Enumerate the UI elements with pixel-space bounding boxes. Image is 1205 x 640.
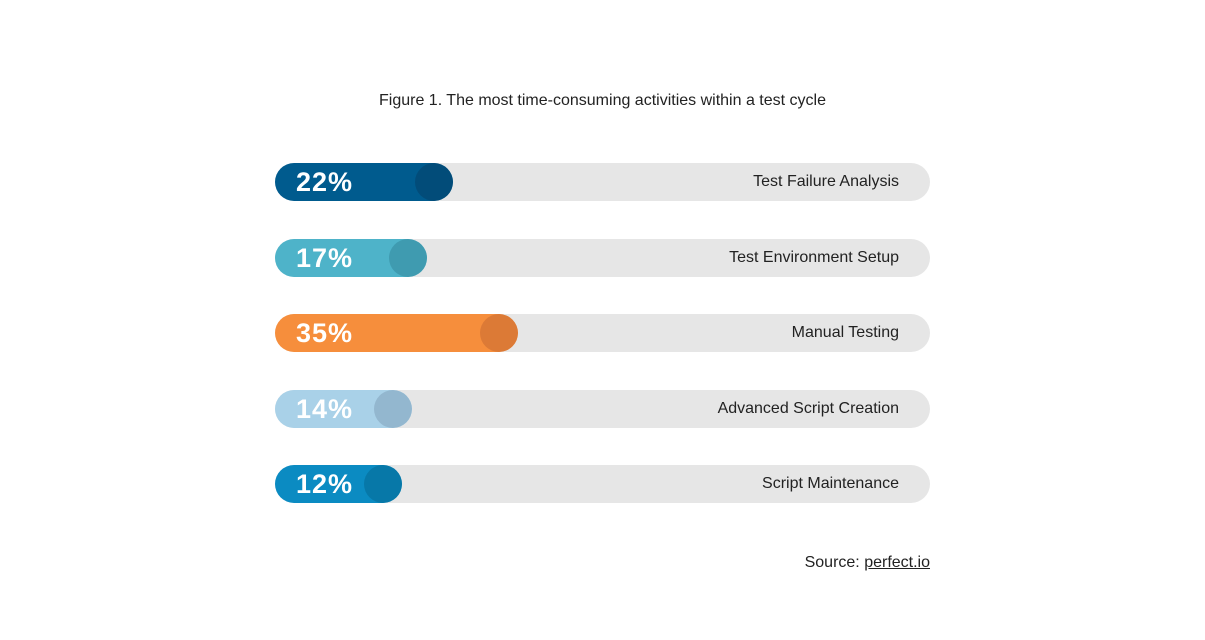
bar-category-label: Script Maintenance: [762, 475, 899, 492]
bar-row: 22% Test Failure Analysis: [275, 163, 930, 201]
bar-row: 12% Script Maintenance: [275, 465, 930, 503]
bar-category-label: Advanced Script Creation: [717, 399, 899, 417]
bar-fill: [275, 238, 428, 277]
chart-title: Figure 1. The most time-consuming activi…: [379, 92, 826, 109]
bar-fill: [275, 465, 402, 503]
source-link[interactable]: perfect.io: [864, 554, 930, 571]
bar-value-label: 12%: [296, 469, 354, 499]
source-prefix: Source:: [804, 554, 865, 571]
bar-fill: [275, 163, 453, 201]
bar-category-label: Manual Testing: [791, 324, 899, 341]
bar-end-cap: [480, 314, 519, 352]
bar-value-label: 22%: [296, 167, 354, 197]
bar-value-label: 14%: [296, 393, 354, 424]
bar-end-cap: [373, 389, 412, 428]
bar-end-cap: [389, 238, 428, 277]
bar-category-label: Test Environment Setup: [729, 248, 899, 266]
bar-category-label: Test Failure Analysis: [753, 173, 899, 190]
bar-value-label: 17%: [296, 242, 354, 273]
bar-fill: [275, 314, 519, 352]
bar-end-cap: [414, 163, 453, 201]
source-note: Source: perfect.io: [805, 554, 930, 572]
bar-end-cap: [363, 465, 402, 503]
bar-value-label: 35%: [296, 318, 354, 348]
bar-row: 14% Advanced Script Creation: [275, 389, 930, 428]
bar-row: 17% Test Environment Setup: [275, 238, 930, 277]
bar-row: 35% Manual Testing: [275, 314, 930, 352]
bar-fill: [275, 389, 412, 428]
progress-bar-chart: 22% Test Failure Analysis 17% Test Environm…: [275, 163, 930, 541]
